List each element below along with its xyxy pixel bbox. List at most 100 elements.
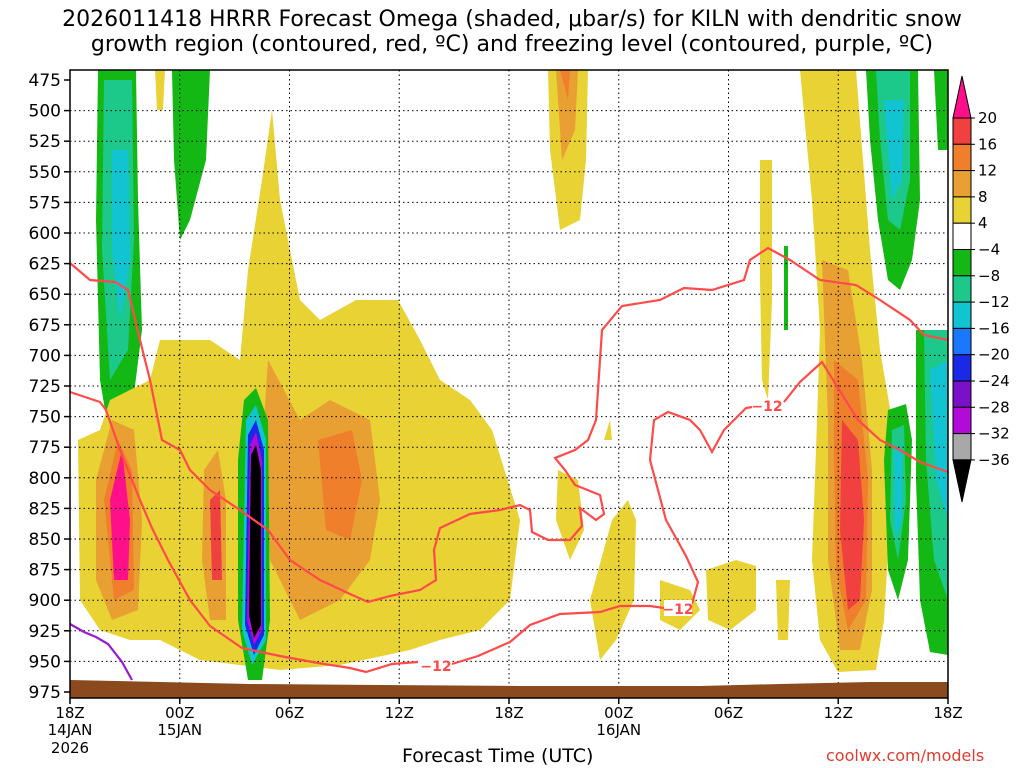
dgz-lower-contour: [451, 604, 665, 666]
y-tick-label: 875: [29, 561, 61, 581]
dgz-lower-contour: [70, 390, 419, 674]
y-tick-label: 500: [29, 102, 61, 122]
colorbar-segment: [952, 196, 972, 224]
y-tick-label: 975: [29, 683, 61, 703]
dgz-label: −12: [420, 659, 451, 675]
colorbar-segment: [952, 459, 972, 503]
x-tick-label: 18Z: [55, 704, 84, 722]
colorbar-label: −32: [978, 425, 1010, 443]
colorbar-label: 8: [978, 188, 988, 206]
y-tick-label: 950: [29, 652, 61, 672]
x-tick-label: 06Z: [275, 704, 304, 722]
y-tick-label: 850: [29, 530, 61, 550]
colorbar-label: −20: [978, 346, 1010, 364]
omega-area-negative: [930, 360, 948, 520]
colorbar-label: 4: [978, 214, 988, 232]
y-tick-label: 775: [29, 438, 61, 458]
omega-area-positive: [318, 430, 362, 540]
x-tick-label: 00Z: [165, 704, 194, 722]
y-tick-label: 625: [29, 255, 61, 275]
y-tick-label: 725: [29, 377, 61, 397]
y-tick-label: 675: [29, 316, 61, 336]
y-tick-label: 600: [29, 224, 61, 244]
omega-area-negative: [249, 445, 261, 638]
dgz-contours: [70, 246, 948, 674]
freezing-level-contour: [69, 623, 133, 681]
omega-area-positive: [604, 420, 612, 440]
omega-area-positive: [556, 70, 578, 160]
y-tick-label: 650: [29, 285, 61, 305]
colorbar-label: 12: [978, 162, 997, 180]
colorbar-segment: [952, 117, 972, 145]
omega-area-positive: [760, 160, 772, 400]
omega-area-positive: [590, 500, 636, 660]
y-tick-label: 750: [29, 408, 61, 428]
x-axis-title: Forecast Time (UTC): [402, 745, 594, 767]
colorbar-label: −28: [978, 398, 1010, 416]
omega-shading: [78, 70, 948, 680]
y-tick-label: 700: [29, 346, 61, 366]
colorbar-label: −16: [978, 319, 1010, 337]
colorbar-segment: [952, 380, 972, 408]
colorbar-label: −8: [978, 267, 1000, 285]
y-tick-label: 825: [29, 499, 61, 519]
terrain-surface: [70, 680, 948, 698]
x-tick-label: 12Z: [824, 704, 853, 722]
colorbar-label: −4: [978, 241, 1000, 259]
dgz-label: −12: [751, 399, 782, 415]
colorbar-segment: [952, 433, 972, 461]
omega-area-negative: [112, 150, 130, 320]
x-year-label: 2026: [51, 739, 89, 757]
omega-area-positive: [560, 70, 570, 100]
omega-area-positive: [262, 360, 380, 620]
omega-area-positive: [210, 490, 222, 580]
omega-area-negative: [784, 246, 788, 330]
y-tick-label: 900: [29, 591, 61, 611]
colorbar-segment: [952, 249, 972, 277]
y-tick-label: 475: [29, 71, 61, 91]
omega-area-positive: [110, 450, 130, 580]
y-tick-label: 925: [29, 622, 61, 642]
colorbar-label: 20: [978, 109, 997, 127]
omega-area-positive: [548, 70, 588, 230]
omega-area-positive: [706, 560, 756, 630]
y-tick-label: 800: [29, 469, 61, 489]
colorbar-segment: [952, 222, 972, 250]
colorbar-label: −36: [978, 451, 1010, 469]
credit-link[interactable]: coolwx.com/models: [826, 746, 985, 765]
y-tick-label: 525: [29, 132, 61, 152]
x-axis: 18Z 00Z 06Z 12Z 18Z 00Z 06Z 12Z 18Z14JAN202615JA…: [48, 698, 963, 757]
dgz-label: −12: [662, 602, 693, 618]
colorbar-label: −12: [978, 293, 1010, 311]
colorbar-label: 16: [978, 135, 997, 153]
x-tick-label: 12Z: [385, 704, 414, 722]
colorbar-segment: [952, 406, 972, 435]
colorbar-segment: [952, 75, 972, 119]
x-date-label: 14JAN: [48, 721, 93, 739]
x-tick-label: 06Z: [714, 704, 743, 722]
omega-area-negative: [894, 446, 902, 540]
omega-area-positive: [155, 70, 165, 110]
colorbar-label: −24: [978, 372, 1010, 390]
omega-area-negative: [934, 70, 948, 150]
chart-title-line1: 2026011418 HRRR Forecast Omega (shaded, …: [62, 7, 962, 32]
omega-area-positive: [840, 420, 864, 610]
x-tick-label: 18Z: [494, 704, 523, 722]
y-tick-label: 550: [29, 163, 61, 183]
colorbar-segment: [952, 354, 972, 382]
omega-area-negative: [884, 100, 904, 200]
colorbar-segment: [952, 143, 972, 172]
dgz-upper-contour: [70, 246, 948, 604]
dgz-lower-contour: [648, 405, 753, 605]
colorbar-segment: [952, 327, 972, 356]
x-tick-label: 00Z: [604, 704, 633, 722]
omega-area-negative: [172, 70, 210, 240]
x-date-label: 16JAN: [596, 721, 641, 739]
colorbar-segment: [952, 170, 972, 198]
omega-area-positive: [776, 580, 790, 640]
colorbar-segment: [952, 301, 972, 329]
dgz-lower-contour: [783, 360, 948, 474]
omega-area-positive: [78, 110, 520, 670]
dgz-contour-labels: −12 −12 −12: [420, 398, 783, 675]
